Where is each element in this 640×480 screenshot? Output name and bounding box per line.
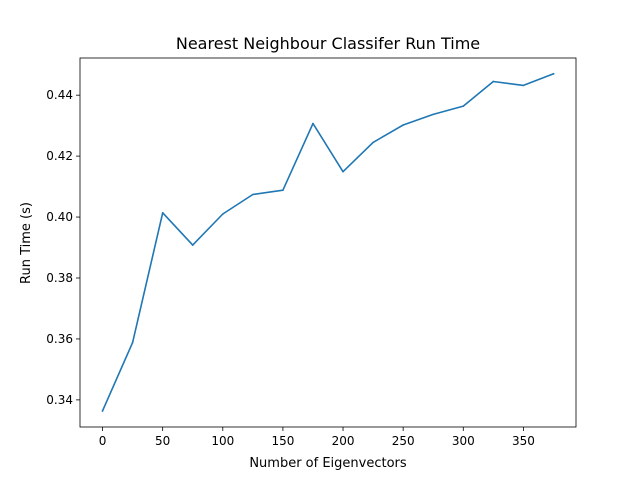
x-tick-label: 50 (155, 434, 170, 448)
axes-frame (79, 57, 577, 428)
x-tick-label: 0 (99, 434, 107, 448)
y-tick-label: 0.42 (46, 149, 73, 163)
x-tick-label: 100 (211, 434, 234, 448)
x-tick-label: 200 (332, 434, 355, 448)
series-line (101, 72, 555, 412)
y-axis: 0.34 0.36 0.38 0.40 0.42 0.44 (46, 88, 80, 407)
x-axis-label: Number of Eigenvectors (249, 456, 407, 471)
y-tick-label: 0.44 (46, 88, 73, 102)
y-tick-label: 0.38 (46, 271, 73, 285)
x-axis: 0 50 100 150 200 250 300 350 (99, 427, 535, 448)
x-tick-label: 250 (392, 434, 415, 448)
x-tick-label: 150 (271, 434, 294, 448)
chart-title: Nearest Neighbour Classifer Run Time (176, 34, 480, 53)
y-tick-label: 0.40 (46, 210, 73, 224)
y-tick-label: 0.36 (46, 332, 73, 346)
x-tick-label: 300 (452, 434, 475, 448)
y-axis-label: Run Time (s) (19, 202, 34, 284)
y-tick-label: 0.34 (46, 393, 73, 407)
x-tick-label: 350 (512, 434, 535, 448)
